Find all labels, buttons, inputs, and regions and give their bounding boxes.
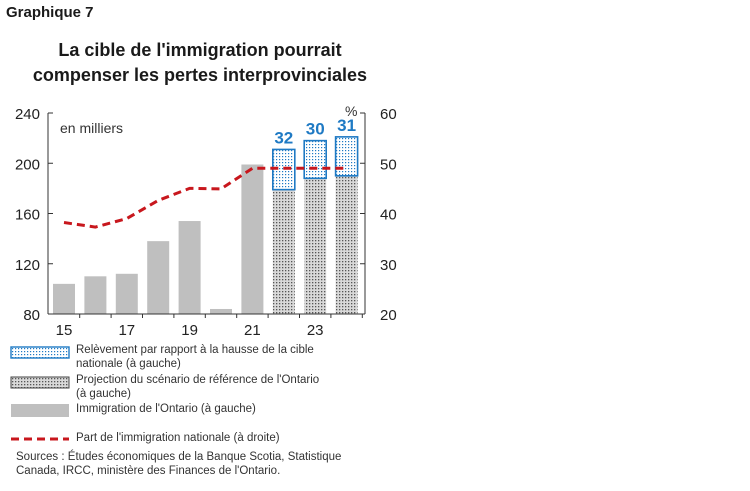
bar-projection-24 xyxy=(335,175,358,314)
right-tick-label-50: 50 xyxy=(380,156,397,173)
bar-uplift-24 xyxy=(334,136,359,177)
bar-immigration-15 xyxy=(53,283,75,314)
bar-immigration-18 xyxy=(147,241,170,314)
left-tick-label-80: 80 xyxy=(23,307,40,324)
sources-line-2: Canada, IRCC, ministère des Finances de … xyxy=(16,465,281,477)
right-tick-label-30: 30 xyxy=(380,257,397,274)
x-tick-label-23: 23 xyxy=(307,322,324,339)
right-tick-label-60: 60 xyxy=(380,106,397,123)
legend-label-immigration: Immigration de l'Ontario (à gauche) xyxy=(76,403,256,415)
x-tick-label-19: 19 xyxy=(181,322,198,339)
chart-title-line-2: compenser les pertes interprovinciales xyxy=(32,65,368,85)
legend-label-uplift-2: nationale (à gauche) xyxy=(76,358,181,370)
bar-projection-22 xyxy=(272,189,295,314)
line-national-share xyxy=(63,166,347,229)
left-tick-label-160: 160 xyxy=(15,207,40,224)
legend-swatch-immigration xyxy=(11,404,69,417)
data-label-uplift-24: 31 xyxy=(337,116,356,135)
chart-title-line-1: La cible de l'immigration pourrait xyxy=(58,40,342,60)
bar-projection-23 xyxy=(304,178,327,314)
right-tick-label-40: 40 xyxy=(380,207,397,224)
data-label-uplift-22: 32 xyxy=(274,128,293,147)
left-tick-label-120: 120 xyxy=(15,257,40,274)
sources-line-1: Sources : Études économiques de la Banqu… xyxy=(16,451,342,463)
legend-swatch-uplift xyxy=(10,346,70,359)
legend-label-share: Part de l'immigration nationale (à droit… xyxy=(76,432,280,444)
bar-immigration-19 xyxy=(178,221,201,314)
bar-immigration-20 xyxy=(210,308,232,314)
legend-label-uplift-1: Relèvement par rapport à la hausse de la… xyxy=(76,344,314,356)
legend-label-projection-2: (à gauche) xyxy=(76,388,131,400)
legend-label-projection-1: Projection du scénario de référence de l… xyxy=(76,374,320,386)
right-axis-unit: % xyxy=(345,103,357,119)
x-tick-label-17: 17 xyxy=(118,322,135,339)
x-tick-label-15: 15 xyxy=(56,322,73,339)
legend-swatch-projection xyxy=(10,376,70,389)
figure-number: Graphique 7 xyxy=(6,4,94,21)
data-label-uplift-23: 30 xyxy=(306,120,325,139)
bar-immigration-17 xyxy=(115,273,138,314)
sources-note: Sources : Études économiques de la Banqu… xyxy=(16,450,386,478)
right-tick-label-20: 20 xyxy=(380,307,397,324)
left-tick-label-240: 240 xyxy=(15,106,40,123)
left-axis-unit-label: en milliers xyxy=(60,120,123,136)
bar-immigration-16 xyxy=(84,276,107,314)
bar-uplift-23 xyxy=(303,139,328,180)
left-tick-label-200: 200 xyxy=(15,156,40,173)
bar-immigration-21 xyxy=(241,164,264,314)
x-tick-label-21: 21 xyxy=(244,322,261,339)
